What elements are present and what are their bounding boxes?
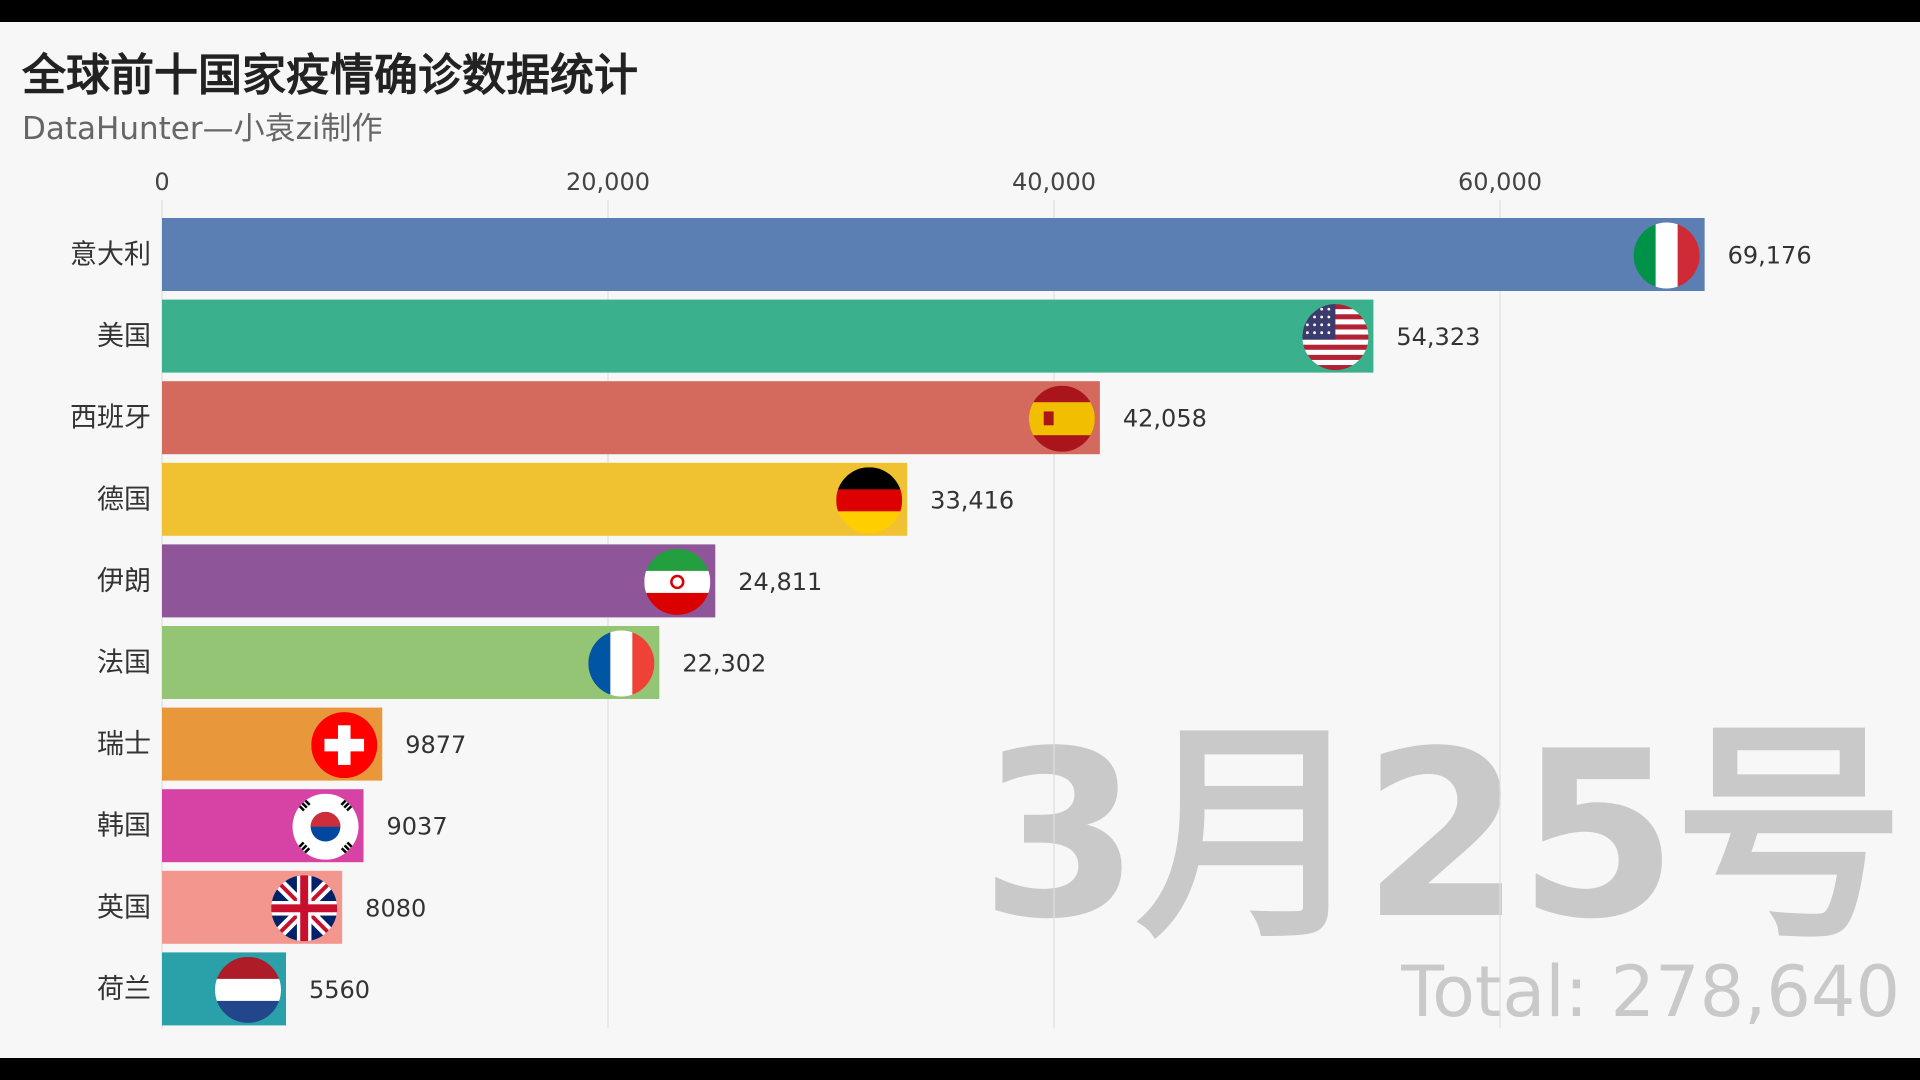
bar-5 — [162, 626, 660, 699]
value-label: 9877 — [405, 731, 466, 759]
category-label: 韩国 — [97, 811, 151, 842]
x-tick-label: 60,000 — [1458, 168, 1542, 196]
value-label: 42,058 — [1123, 405, 1207, 433]
category-label: 瑞士 — [97, 729, 151, 760]
usa-flag-icon — [1302, 304, 1369, 371]
value-label: 69,176 — [1728, 242, 1812, 270]
bar-chart: 0 20,000 40,000 60,000 意大利 69,176 美国 54,323 西班牙 4… — [70, 168, 1812, 1028]
date-watermark: 3月25号 — [979, 703, 1904, 970]
value-label: 54,323 — [1396, 323, 1480, 351]
germany-flag-icon — [836, 467, 903, 534]
chart-subtitle: DataHunter—小袁zi制作 — [22, 111, 383, 147]
x-tick-label: 0 — [154, 168, 169, 196]
category-label: 荷兰 — [97, 974, 151, 1005]
category-label: 美国 — [97, 321, 151, 352]
category-label: 德国 — [97, 484, 151, 515]
x-tick-label: 20,000 — [566, 168, 650, 196]
category-label: 伊朗 — [97, 566, 151, 597]
italy-flag-icon — [1633, 222, 1700, 289]
value-label: 8080 — [365, 894, 426, 922]
value-label: 24,811 — [738, 568, 822, 596]
bar-1 — [162, 299, 1374, 373]
france-flag-icon — [588, 630, 655, 697]
bar-4 — [162, 544, 716, 618]
switzerland-flag-icon — [311, 712, 378, 779]
chart-title: 全球前十国家疫情确诊数据统计 — [22, 50, 638, 101]
netherlands-flag-icon — [214, 956, 281, 1023]
bar-0 — [162, 218, 1705, 291]
value-label: 33,416 — [930, 486, 1014, 514]
value-label: 5560 — [309, 976, 370, 1004]
value-label: 22,302 — [682, 650, 766, 678]
category-label: 西班牙 — [70, 403, 151, 434]
category-label: 法国 — [97, 648, 151, 679]
category-label: 意大利 — [70, 240, 151, 271]
chart-frame: 全球前十国家疫情确诊数据统计 DataHunter—小袁zi制作 3月25号 T… — [0, 22, 1920, 1058]
spain-flag-icon — [1028, 385, 1095, 452]
iran-flag-icon — [644, 548, 711, 615]
bar-2 — [162, 381, 1100, 455]
uk-flag-icon — [271, 875, 338, 942]
x-tick-label: 40,000 — [1012, 168, 1096, 196]
category-label: 英国 — [97, 892, 151, 923]
south-korea-flag-icon — [292, 793, 359, 860]
total-watermark: Total: 278,640 — [1401, 951, 1900, 1033]
value-label: 9037 — [387, 813, 448, 841]
bar-3 — [162, 462, 908, 536]
